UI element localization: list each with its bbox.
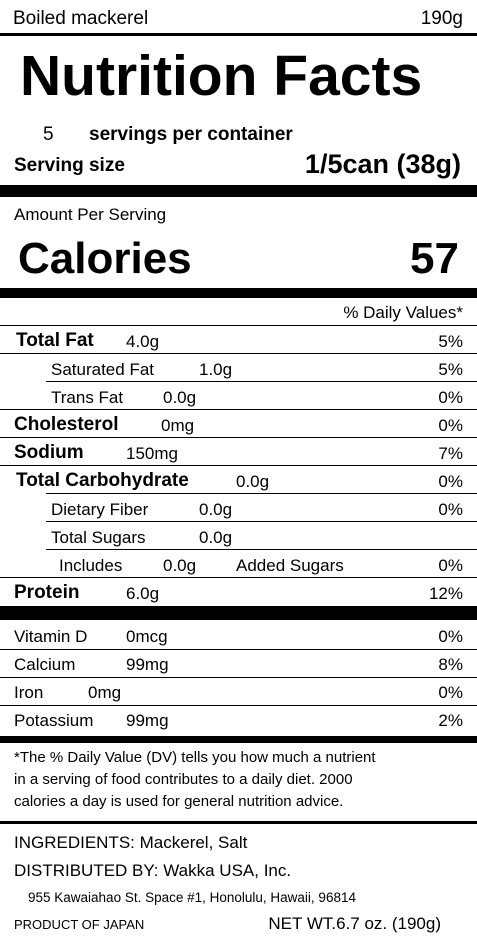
- vitamin-amount: 99mg: [126, 655, 169, 674]
- row-divider: [0, 677, 477, 678]
- row-divider: [0, 325, 477, 326]
- ingredients: INGREDIENTS: Mackerel, Salt: [14, 833, 248, 852]
- nutrient-dv: 5%: [438, 332, 463, 351]
- footnote-line: *The % Daily Value (DV) tells you how mu…: [14, 749, 376, 766]
- vitamin-dv: 0%: [438, 683, 463, 702]
- row-divider: [0, 437, 477, 438]
- distributor: DISTRIBUTED BY: Wakka USA, Inc.: [14, 861, 292, 880]
- vitamin-dv: 2%: [438, 711, 463, 730]
- nutrient-name: Trans Fat: [51, 388, 124, 407]
- nutrient-name: Protein: [14, 582, 80, 603]
- serving-size-label: Serving size: [14, 155, 125, 176]
- servings-count: 5: [43, 124, 54, 145]
- nutrient-amount: 1.0g: [199, 360, 233, 379]
- divider-thick-2: [0, 288, 477, 298]
- nutrient-dv: 12%: [428, 584, 463, 603]
- nutrient-name: Includes: [59, 556, 123, 575]
- serving-size-value: 1/5can (38g): [304, 149, 461, 179]
- row-divider: [0, 409, 477, 410]
- nutrient-name: Dietary Fiber: [51, 500, 149, 519]
- nutrient-name: Sodium: [14, 442, 84, 463]
- vitamin-name: Vitamin D: [14, 627, 88, 646]
- nutrient-amount: 0.0g: [199, 500, 233, 519]
- nutrient-amount: 0mg: [161, 416, 195, 435]
- row-divider: [46, 521, 477, 522]
- servings-label: servings per container: [89, 124, 293, 145]
- vitamin-amount: 0mcg: [126, 627, 168, 646]
- calories-label: Calories: [18, 234, 192, 283]
- amount-per-serving: Amount Per Serving: [14, 205, 167, 224]
- origin: PRODUCT OF JAPAN: [14, 917, 145, 932]
- vitamin-name: Calcium: [14, 655, 76, 674]
- product-weight: 190g: [420, 8, 463, 29]
- product-name: Boiled mackerel: [13, 8, 149, 29]
- nutrient-dv: 0%: [438, 500, 463, 519]
- row-divider: [0, 465, 477, 466]
- nutrient-amount: 4.0g: [126, 332, 160, 351]
- vitamin-dv: 0%: [438, 627, 463, 646]
- vitamin-name: Potassium: [14, 711, 94, 730]
- nutrient-name: Total Carbohydrate: [16, 470, 189, 491]
- nutrient-extra: Added Sugars: [236, 556, 344, 575]
- label-title: Nutrition Facts: [20, 44, 423, 108]
- divider-thick-1: [0, 185, 477, 197]
- nutrient-dv: 0%: [438, 556, 463, 575]
- nutrient-name: Total Sugars: [51, 528, 146, 547]
- nutrient-amount: 0.0g: [163, 556, 197, 575]
- divider-thick-3: [0, 606, 477, 620]
- row-divider: [46, 549, 477, 550]
- row-divider: [0, 353, 477, 354]
- vitamin-name: Iron: [14, 683, 44, 702]
- footnote-line: in a serving of food contributes to a da…: [14, 771, 353, 788]
- nutrient-amount: 0.0g: [199, 528, 233, 547]
- nutrient-dv: 0%: [438, 388, 463, 407]
- row-divider: [0, 649, 477, 650]
- vitamin-amount: 99mg: [126, 711, 169, 730]
- calories-value: 57: [410, 234, 459, 283]
- divider-bottom: [0, 821, 477, 824]
- nutrient-dv: 0%: [438, 416, 463, 435]
- row-divider: [46, 493, 477, 494]
- vitamin-dv: 8%: [438, 655, 463, 674]
- row-divider: [0, 705, 477, 706]
- nutrient-amount: 0.0g: [236, 472, 270, 491]
- nutrient-name: Saturated Fat: [51, 360, 155, 379]
- row-divider: [46, 381, 477, 382]
- nutrient-dv: 7%: [438, 444, 463, 463]
- divider-thick-4: [0, 736, 477, 743]
- daily-values-header: % Daily Values*: [343, 303, 463, 322]
- nutrient-name: Cholesterol: [14, 414, 119, 435]
- divider-top: [0, 33, 477, 36]
- nutrient-amount: 0.0g: [163, 388, 197, 407]
- footnote-line: calories a day is used for general nutri…: [14, 793, 344, 810]
- row-divider: [0, 577, 477, 578]
- nutrient-amount: 6.0g: [126, 584, 160, 603]
- vitamin-amount: 0mg: [88, 683, 122, 702]
- nutrient-amount: 150mg: [126, 444, 178, 463]
- address: 955 Kawaiahao St. Space #1, Honolulu, Ha…: [28, 890, 356, 905]
- nutrient-dv: 0%: [438, 472, 463, 491]
- nutrient-name: Total Fat: [16, 330, 94, 351]
- nutrient-dv: 5%: [438, 360, 463, 379]
- net-weight: NET WT.6.7 oz. (190g): [268, 914, 441, 933]
